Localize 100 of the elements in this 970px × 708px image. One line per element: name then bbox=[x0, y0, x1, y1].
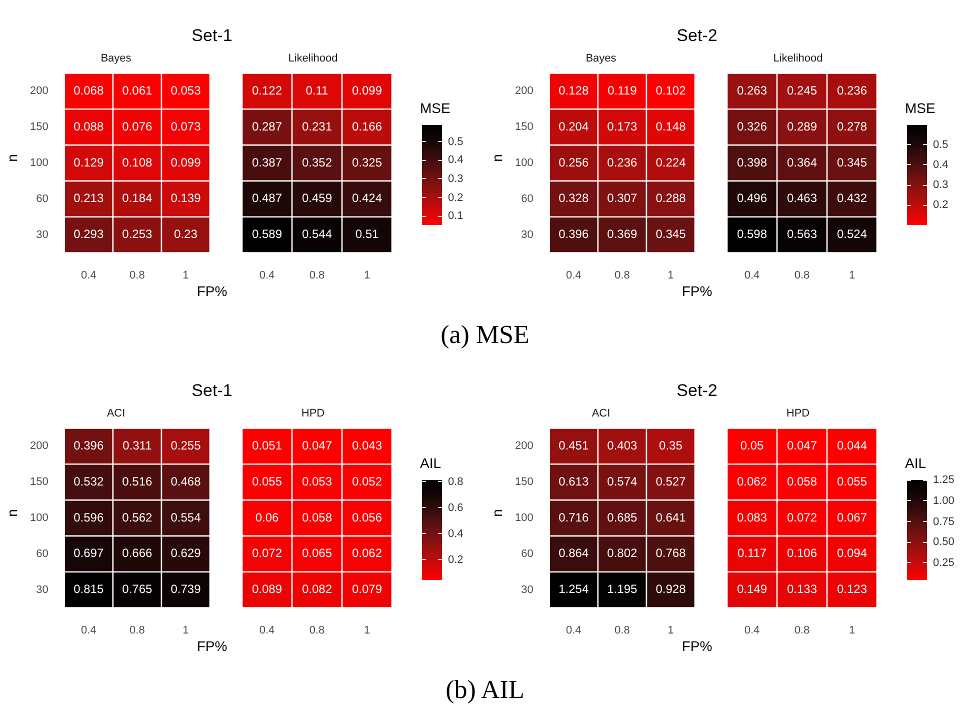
data-label: 0.062 bbox=[352, 546, 382, 560]
data-label: 0.352 bbox=[302, 155, 332, 170]
y-axis-title: n bbox=[4, 154, 20, 162]
data-label: 0.387 bbox=[252, 155, 282, 170]
chart-subtitle: Likelihood bbox=[288, 52, 338, 65]
y-tick-label: 200 bbox=[514, 440, 534, 452]
y-tick-label: 100 bbox=[514, 157, 534, 170]
data-label: 0.451 bbox=[558, 438, 589, 452]
color-bar-label: 1.25 bbox=[933, 474, 954, 486]
color-bar-label: 0.2 bbox=[448, 554, 464, 566]
data-label: 0.058 bbox=[786, 474, 818, 488]
data-label: 0.047 bbox=[786, 438, 818, 452]
color-bar-title: AIL bbox=[420, 455, 442, 471]
data-label: 0.099 bbox=[170, 155, 202, 170]
data-label: 0.055 bbox=[836, 474, 868, 488]
data-label: 0.928 bbox=[656, 582, 686, 596]
data-label: 0.35 bbox=[659, 438, 683, 452]
data-label: 0.364 bbox=[786, 155, 818, 170]
data-label: 0.122 bbox=[252, 83, 282, 98]
data-label: 0.076 bbox=[122, 119, 153, 134]
color-bar-label: 0.3 bbox=[448, 172, 464, 185]
chart-subtitle: ACI bbox=[106, 408, 126, 420]
color-bar-title: MSE bbox=[420, 100, 450, 116]
color-bar-label: 0.4 bbox=[933, 158, 948, 171]
chart-title: Set-1 bbox=[192, 26, 232, 46]
chart-subtitle: HPD bbox=[786, 408, 810, 420]
data-label: 0.563 bbox=[786, 227, 818, 242]
data-label: 0.641 bbox=[656, 510, 686, 524]
x-tick-label: 1 bbox=[848, 624, 856, 636]
data-label: 0.287 bbox=[252, 119, 282, 134]
data-label: 0.524 bbox=[836, 227, 868, 242]
x-tick-label: 0.4 bbox=[259, 269, 275, 282]
data-label: 0.245 bbox=[786, 83, 818, 98]
data-label: 0.051 bbox=[252, 438, 282, 452]
data-label: 0.231 bbox=[302, 119, 332, 134]
data-label: 0.082 bbox=[302, 582, 332, 596]
data-label: 0.51 bbox=[355, 227, 379, 242]
data-label: 0.089 bbox=[252, 582, 282, 596]
color-bar-label: 0.3 bbox=[933, 179, 948, 192]
data-label: 0.666 bbox=[122, 546, 153, 560]
color-bar-label: 1.00 bbox=[933, 494, 954, 507]
data-label: 0.527 bbox=[656, 474, 686, 488]
data-label: 0.716 bbox=[558, 510, 589, 524]
data-label: 0.802 bbox=[607, 546, 638, 560]
data-label: 0.278 bbox=[836, 119, 868, 134]
data-label: 0.345 bbox=[836, 155, 868, 170]
chart-title: Set-1 bbox=[192, 381, 232, 401]
x-tick-label: 0.4 bbox=[80, 269, 96, 282]
y-tick-label: 60 bbox=[521, 192, 534, 205]
data-label: 0.053 bbox=[170, 83, 202, 98]
x-tick-label: 0.8 bbox=[130, 624, 145, 636]
x-tick-label: 1 bbox=[364, 624, 370, 636]
data-label: 0.487 bbox=[252, 191, 282, 206]
text: (b) AIL bbox=[446, 675, 524, 705]
data-label: 0.119 bbox=[608, 83, 638, 98]
data-label: 0.432 bbox=[836, 191, 868, 206]
x-axis-title: FP% bbox=[682, 638, 712, 654]
chart-subtitle: HPD bbox=[301, 408, 325, 420]
data-label: 0.256 bbox=[558, 155, 589, 170]
color-bar-label: 0.50 bbox=[933, 536, 954, 548]
color-bar-title: AIL bbox=[905, 455, 926, 471]
data-label: 0.204 bbox=[558, 119, 589, 134]
color-bar-label: 0.1 bbox=[448, 210, 464, 222]
data-label: 0.108 bbox=[122, 155, 153, 170]
data-label: 0.288 bbox=[656, 191, 686, 206]
data-label: 0.293 bbox=[74, 227, 104, 242]
color-bar-label: 0.5 bbox=[933, 138, 948, 151]
data-label: 0.23 bbox=[174, 227, 198, 242]
y-tick-label: 60 bbox=[36, 548, 48, 560]
color-bar-title: MSE bbox=[905, 100, 936, 116]
data-label: 0.044 bbox=[836, 438, 868, 452]
y-tick-label: 200 bbox=[514, 85, 534, 98]
x-tick-label: 1 bbox=[182, 624, 189, 636]
chart-subtitle: Likelihood bbox=[773, 52, 823, 65]
data-label: 0.117 bbox=[737, 546, 767, 560]
data-label: 0.544 bbox=[302, 227, 332, 242]
y-tick-label: 150 bbox=[30, 476, 48, 488]
data-label: 0.166 bbox=[352, 119, 382, 134]
data-label: 0.148 bbox=[656, 119, 686, 134]
data-label: 0.765 bbox=[122, 582, 153, 596]
color-bar-label: 0.4 bbox=[448, 154, 464, 166]
data-label: 0.173 bbox=[607, 119, 638, 134]
data-label: 0.236 bbox=[607, 155, 638, 170]
data-label: 0.589 bbox=[252, 227, 282, 242]
data-label: 0.047 bbox=[302, 438, 332, 452]
data-label: 0.326 bbox=[736, 119, 768, 134]
y-tick-label: 60 bbox=[36, 192, 48, 205]
data-label: 0.574 bbox=[607, 474, 638, 488]
x-tick-label: 1 bbox=[364, 269, 370, 282]
data-label: 0.11 bbox=[306, 83, 329, 98]
data-label: 0.083 bbox=[736, 510, 768, 524]
data-label: 0.149 bbox=[736, 582, 768, 596]
data-label: 0.739 bbox=[170, 582, 202, 596]
data-label: 0.052 bbox=[352, 474, 382, 488]
x-tick-label: 0.8 bbox=[614, 269, 630, 282]
data-label: 1.195 bbox=[607, 582, 638, 596]
x-axis-title: FP% bbox=[196, 638, 228, 654]
chart-subtitle: ACI bbox=[592, 408, 610, 420]
data-label: 0.062 bbox=[736, 474, 768, 488]
color-bar-label: 0.8 bbox=[448, 476, 464, 488]
